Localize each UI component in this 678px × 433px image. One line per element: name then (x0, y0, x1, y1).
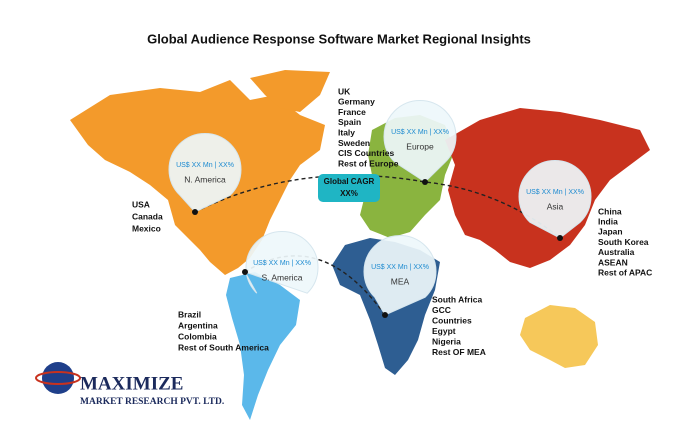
cagr-box (318, 174, 380, 202)
region-name: MEA (391, 276, 410, 286)
country: France (338, 107, 366, 117)
country: India (598, 216, 618, 226)
pin (383, 100, 457, 183)
route (244, 255, 386, 316)
country: Rest of Europe (338, 158, 399, 168)
cagr-value: XX% (340, 189, 358, 198)
pin-dot (242, 269, 248, 275)
south-america (226, 272, 300, 420)
greenland (250, 70, 330, 112)
country: Mexico (132, 223, 161, 233)
country: Japan (598, 227, 623, 237)
country: Countries (432, 315, 472, 325)
region-value: US$ XX Mn | XX% (371, 264, 429, 271)
country: Rest of APAC (598, 267, 652, 277)
country: Nigeria (432, 336, 461, 346)
region-name: N. America (184, 174, 226, 184)
country: Egypt (432, 326, 456, 336)
country: Sweden (338, 138, 370, 148)
country: South Korea (598, 237, 649, 247)
pin-dot (422, 179, 428, 185)
country: China (598, 206, 622, 216)
logo-name: MAXIMIZE (80, 373, 183, 394)
country: ASEAN (598, 257, 628, 267)
country: USA (132, 199, 150, 209)
route (194, 174, 561, 239)
region-value: US$ XX Mn | XX% (391, 129, 449, 136)
region-value: US$ XX Mn | XX% (253, 260, 311, 267)
country: CIS Countries (338, 148, 394, 158)
region-name: S. America (261, 272, 302, 282)
logo-orbit (35, 371, 81, 385)
country: GCC (432, 305, 451, 315)
region-name: Asia (547, 201, 564, 211)
pin-dot (382, 312, 388, 318)
pin (518, 160, 592, 239)
country: Spain (338, 117, 361, 127)
country: South Africa (432, 294, 482, 304)
country: Argentina (178, 320, 218, 330)
country: UK (338, 86, 351, 96)
logo-globe (42, 362, 74, 394)
country: Italy (338, 127, 355, 137)
region-name: Europe (406, 141, 434, 151)
logo-subtitle: MARKET RESEARCH PVT. LTD. (80, 397, 224, 407)
country: Brazil (178, 309, 201, 319)
cagr-label: Global CAGR (324, 177, 375, 186)
pin-dot (192, 209, 198, 215)
pin-dot (557, 235, 563, 241)
pin (168, 133, 242, 213)
country: Australia (598, 247, 635, 257)
country: Rest of South America (178, 342, 269, 352)
pin (363, 235, 437, 316)
region-value: US$ XX Mn | XX% (176, 162, 234, 169)
region-value: US$ XX Mn | XX% (526, 189, 584, 196)
australia (520, 305, 598, 368)
country: Germany (338, 97, 375, 107)
title: Global Audience Response Software Market… (147, 31, 531, 46)
country: Colombia (178, 331, 217, 341)
country: Canada (132, 211, 163, 221)
country: Rest OF MEA (432, 347, 486, 357)
